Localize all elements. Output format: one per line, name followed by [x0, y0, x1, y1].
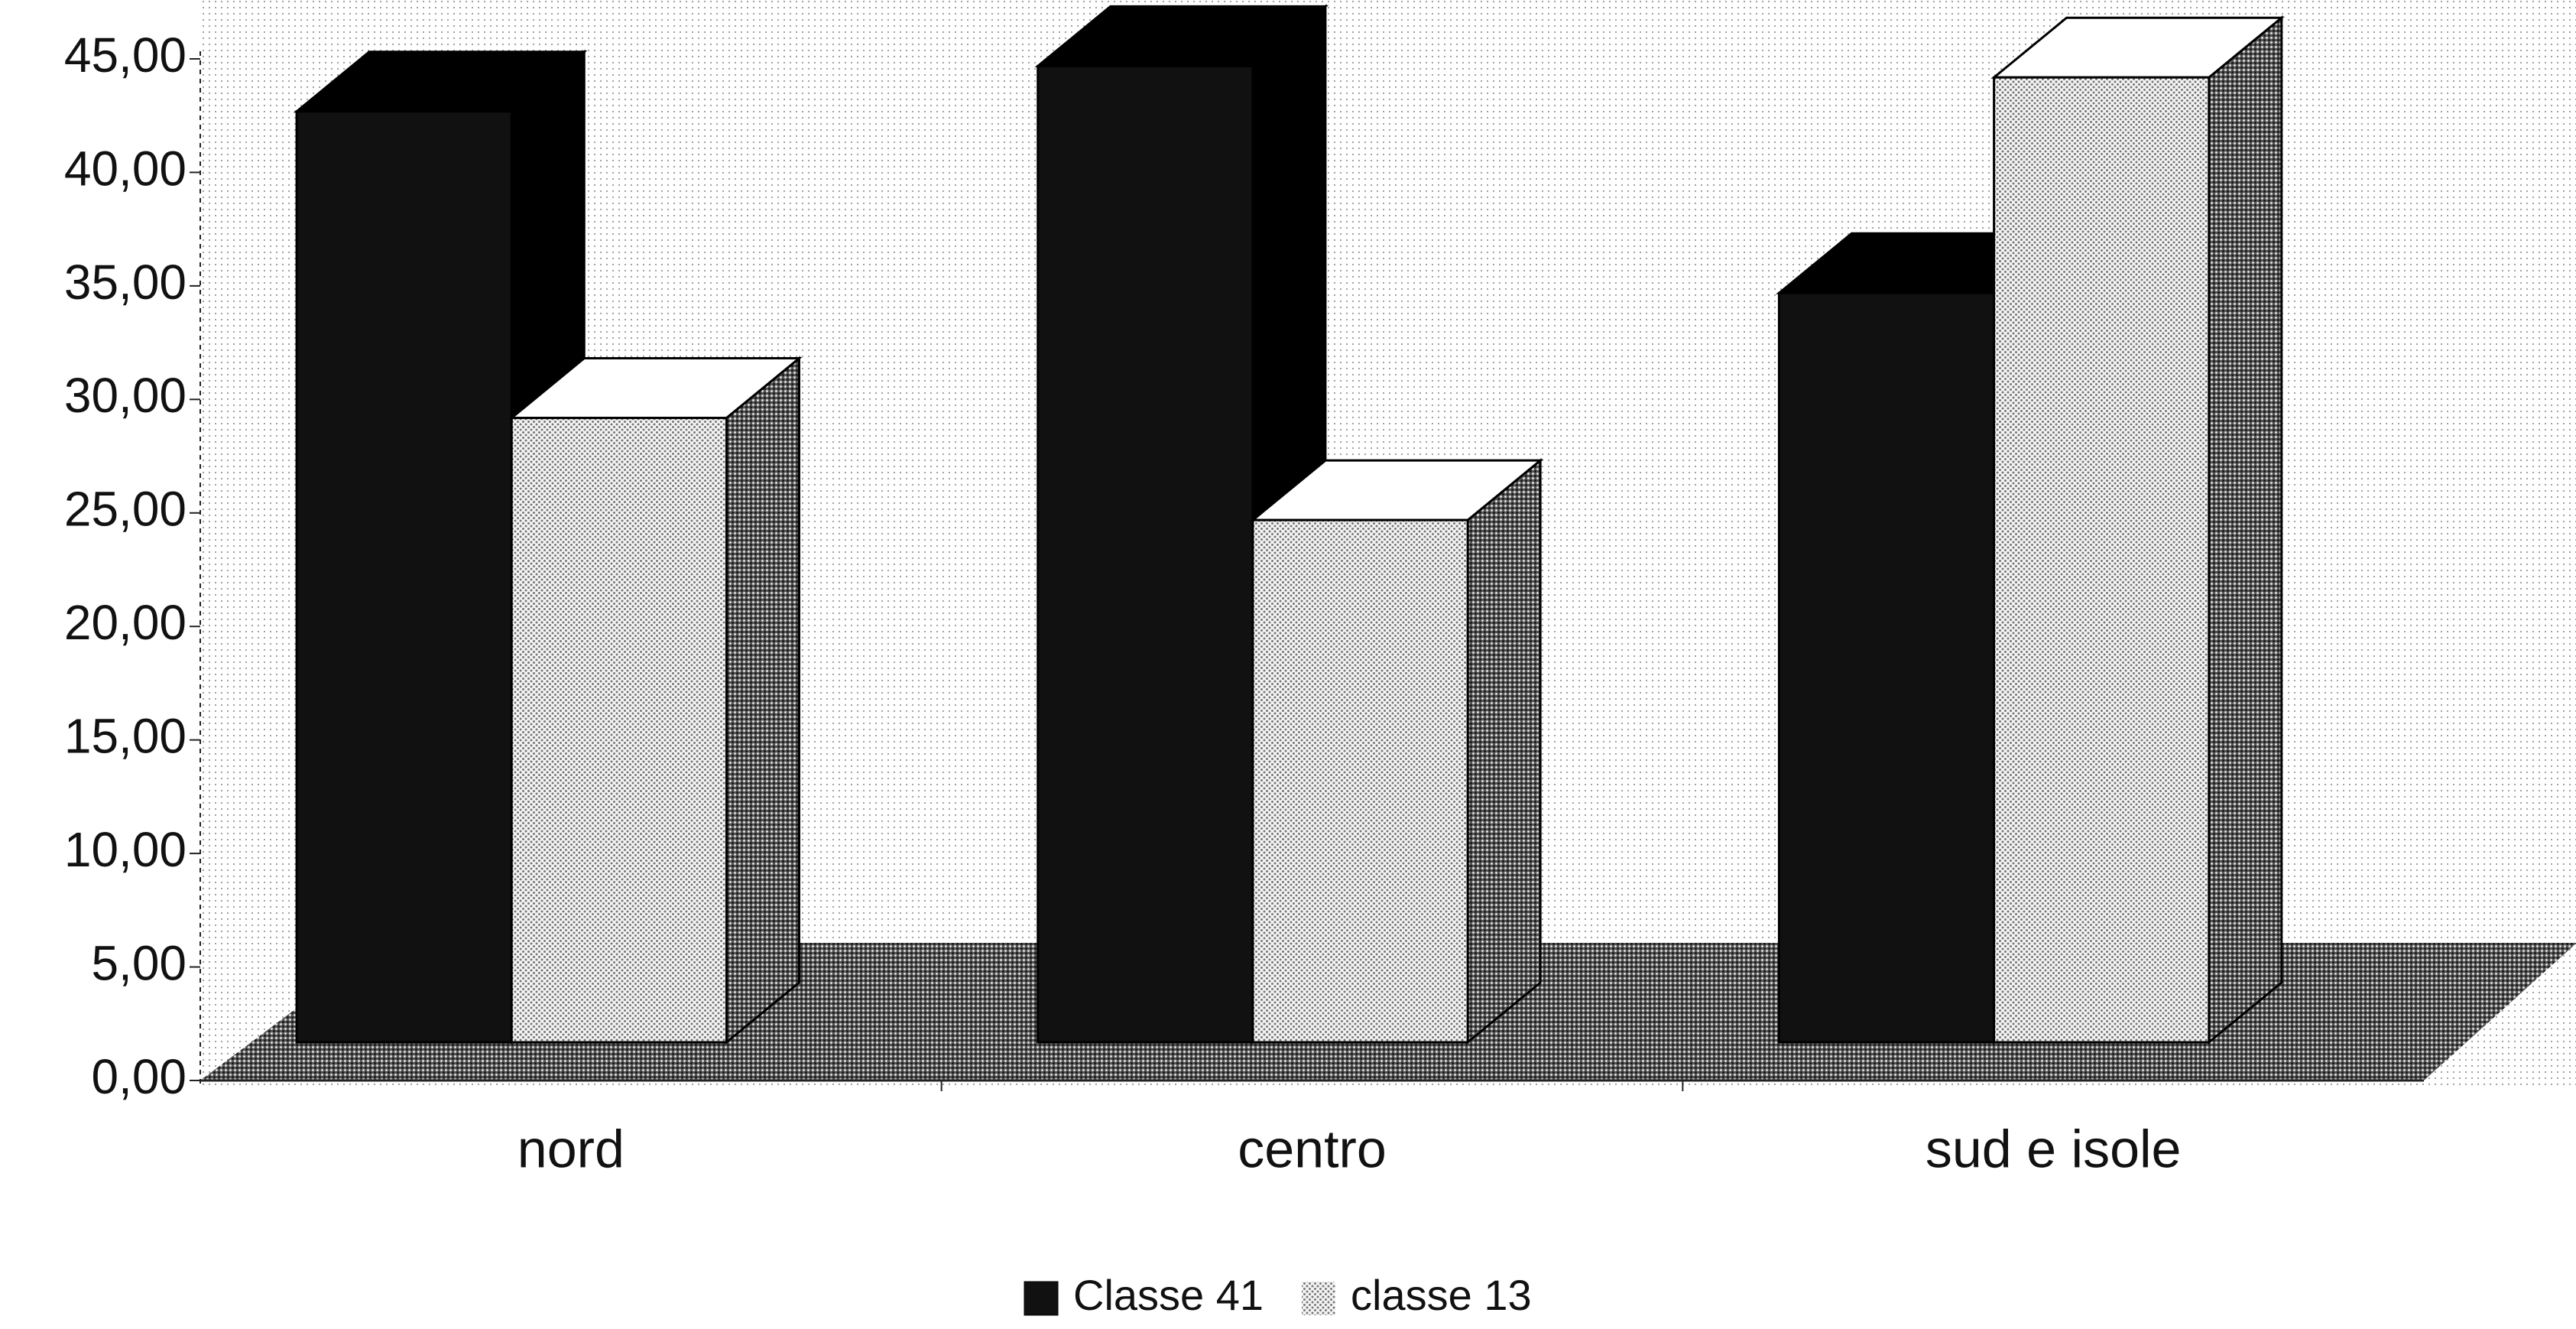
- legend-swatch: [1024, 1281, 1059, 1316]
- bar: [510, 417, 728, 1044]
- legend-swatch: [1302, 1282, 1336, 1315]
- bar: [1993, 76, 2211, 1044]
- y-tick-label: 30,00: [64, 368, 187, 423]
- y-tick-label: 40,00: [64, 141, 187, 196]
- bar: [1037, 64, 1254, 1044]
- y-tick-label: 5,00: [91, 935, 187, 990]
- y-tick-label: 10,00: [64, 822, 187, 877]
- x-tick-label: sud e isole: [1926, 1119, 2182, 1178]
- y-tick-label: 15,00: [64, 709, 187, 764]
- bar-side: [725, 356, 800, 1045]
- y-tick-label: 35,00: [64, 255, 187, 310]
- bar: [1777, 291, 1996, 1044]
- y-tick-label: 20,00: [64, 595, 187, 650]
- y-tick-label: 45,00: [64, 28, 187, 83]
- legend-label: Classe 41: [1073, 1271, 1264, 1319]
- bar-side: [1466, 457, 1542, 1045]
- legend-label: classe 13: [1351, 1271, 1532, 1319]
- x-tick-label: nord: [517, 1119, 625, 1178]
- y-tick-label: 25,00: [64, 482, 187, 537]
- bar-side: [2208, 15, 2283, 1045]
- x-tick-label: centro: [1238, 1119, 1387, 1178]
- bar: [1251, 518, 1469, 1044]
- bar: [295, 110, 513, 1044]
- y-tick-label: 0,00: [91, 1049, 187, 1104]
